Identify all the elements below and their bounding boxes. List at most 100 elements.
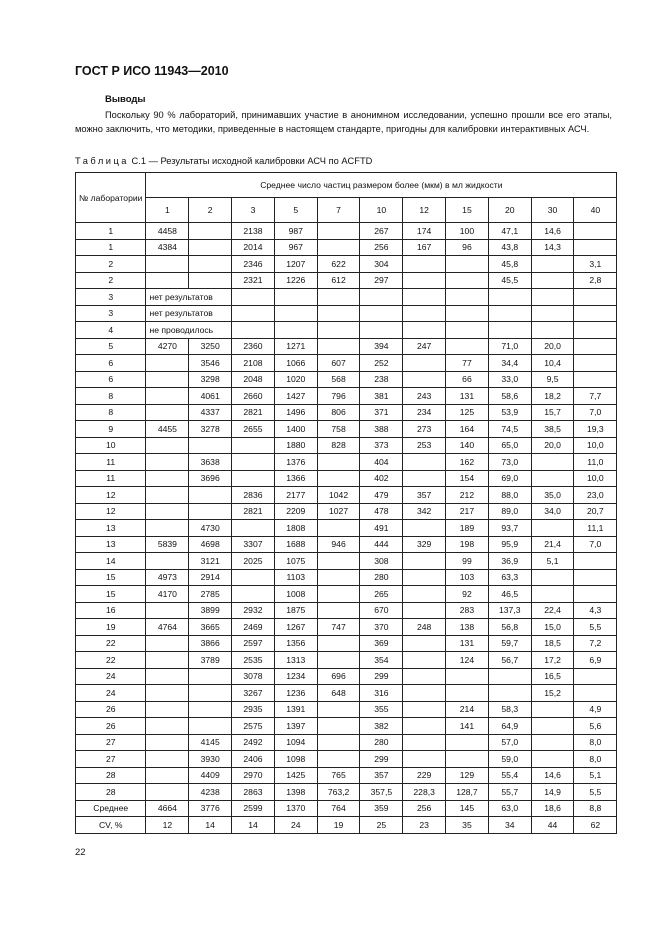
value-cell: 4384 — [145, 238, 190, 256]
value-cell — [402, 601, 447, 619]
value-cell: 359 — [359, 799, 404, 817]
value-cell — [573, 321, 618, 339]
value-cell — [445, 684, 489, 702]
value-cell — [487, 684, 532, 702]
value-cell: 174 — [402, 222, 447, 240]
value-cell — [445, 304, 489, 322]
value-cell — [445, 288, 489, 306]
value-cell — [487, 304, 532, 322]
size-header: 2 — [188, 197, 233, 223]
value-cell: 1008 — [273, 585, 318, 603]
value-cell — [402, 321, 447, 339]
value-cell: 2660 — [231, 387, 275, 405]
lab-cell: 15 — [74, 568, 147, 586]
table-row: 27 4145 2492 1094 280 57,0 8,0 — [74, 733, 618, 751]
value-cell — [445, 271, 489, 289]
value-cell: 1020 — [273, 370, 318, 388]
value-cell: 33,0 — [487, 370, 532, 388]
value-cell: 198 — [445, 535, 489, 553]
value-cell — [573, 304, 618, 322]
value-cell: 256 — [359, 238, 404, 256]
value-cell: 607 — [316, 354, 361, 372]
value-cell: 987 — [273, 222, 318, 240]
value-cell: 253 — [402, 436, 447, 454]
value-cell: 5839 — [145, 535, 190, 553]
value-cell: 764 — [316, 799, 361, 817]
value-cell: 3250 — [188, 337, 233, 355]
value-cell: 36,9 — [487, 552, 532, 570]
table-row: 6 3298 2048 1020 568 238 66 33,0 9,5 — [74, 370, 618, 388]
value-cell: 71,0 — [487, 337, 532, 355]
value-cell: 402 — [359, 469, 404, 487]
table-row: 8 4337 2821 1496 806 371 234 125 53,9 15,7 7,0 — [74, 403, 618, 421]
table-row: 26 2935 1391 355 214 58,3 4,9 — [74, 700, 618, 718]
value-cell: 280 — [359, 733, 404, 751]
value-cell: 1875 — [273, 601, 318, 619]
value-cell — [487, 321, 532, 339]
value-cell: 3930 — [188, 750, 233, 768]
value-cell: 66 — [445, 370, 489, 388]
page-number: 22 — [75, 847, 86, 858]
value-cell: 44 — [530, 816, 575, 834]
value-cell: 20,0 — [530, 337, 575, 355]
value-cell — [145, 750, 190, 768]
size-header-row: 1 2 3 5 7 10 12 15 20 30 40 — [76, 197, 618, 223]
table-row: 24 3267 1236 648 316 15,2 — [74, 684, 618, 702]
value-cell: 74,5 — [487, 420, 532, 438]
value-cell: 55,7 — [487, 783, 532, 801]
value-cell: 4698 — [188, 535, 233, 553]
value-cell: 58,3 — [487, 700, 532, 718]
value-cell — [487, 288, 532, 306]
value-cell — [145, 403, 190, 421]
value-cell: 63,0 — [487, 799, 532, 817]
lab-cell: 2 — [74, 271, 147, 289]
value-cell: 128,7 — [445, 783, 489, 801]
value-cell: 18,6 — [530, 799, 575, 817]
value-cell — [573, 337, 618, 355]
lab-cell: 16 — [74, 601, 147, 619]
value-cell: 316 — [359, 684, 404, 702]
table-row: 15 4973 2914 1103 280 103 63,3 — [74, 568, 618, 586]
table-row: CV, % 12 14 14 24 19 25 23 35 34 44 62 — [74, 816, 618, 834]
value-cell: 357 — [359, 766, 404, 784]
value-cell — [445, 667, 489, 685]
value-cell — [316, 453, 361, 471]
value-cell: 478 — [359, 502, 404, 520]
value-cell: 124 — [445, 651, 489, 669]
value-cell: 369 — [359, 634, 404, 652]
value-cell: 34,4 — [487, 354, 532, 372]
value-cell: 696 — [316, 667, 361, 685]
value-cell — [530, 321, 575, 339]
value-cell: 7,2 — [573, 634, 618, 652]
value-cell: 568 — [316, 370, 361, 388]
value-cell: 308 — [359, 552, 404, 570]
value-cell: 4337 — [188, 403, 233, 421]
value-cell: 4455 — [145, 420, 190, 438]
table-row: 2 2346 1207 622 304 45,8 3,1 — [74, 255, 618, 273]
value-cell: 11,1 — [573, 519, 618, 537]
value-cell: 388 — [359, 420, 404, 438]
value-cell — [188, 684, 233, 702]
table-caption-label: Таблица — [75, 156, 129, 166]
value-cell: 238 — [359, 370, 404, 388]
value-cell: 3298 — [188, 370, 233, 388]
table-row: 13 5839 4698 3307 1688 946 444 329 198 95,9 21,4 7,… — [74, 535, 618, 553]
value-cell: 2177 — [273, 486, 318, 504]
section-heading: Выводы — [105, 94, 146, 105]
value-cell: 1391 — [273, 700, 318, 718]
value-cell: 491 — [359, 519, 404, 537]
particle-size-group-header: Среднее число частиц размером более (мкм… — [145, 172, 618, 198]
value-cell: 15,2 — [530, 684, 575, 702]
value-cell: 8,0 — [573, 733, 618, 751]
table-row: 15 4170 2785 1008 265 92 46,5 — [74, 585, 618, 603]
value-cell: 65,0 — [487, 436, 532, 454]
lab-cell: 3 — [74, 304, 147, 322]
value-cell: 1066 — [273, 354, 318, 372]
table-row: 2 2321 1226 612 297 45,5 2,8 — [74, 271, 618, 289]
lab-cell: 12 — [74, 502, 147, 520]
conclusion-paragraph: Поскольку 90 % лабораторий, принимавших … — [75, 110, 612, 134]
table-row: 3 нет результатов — [74, 304, 618, 322]
value-cell: 23,0 — [573, 486, 618, 504]
value-cell: 1226 — [273, 271, 318, 289]
lab-cell: 5 — [74, 337, 147, 355]
